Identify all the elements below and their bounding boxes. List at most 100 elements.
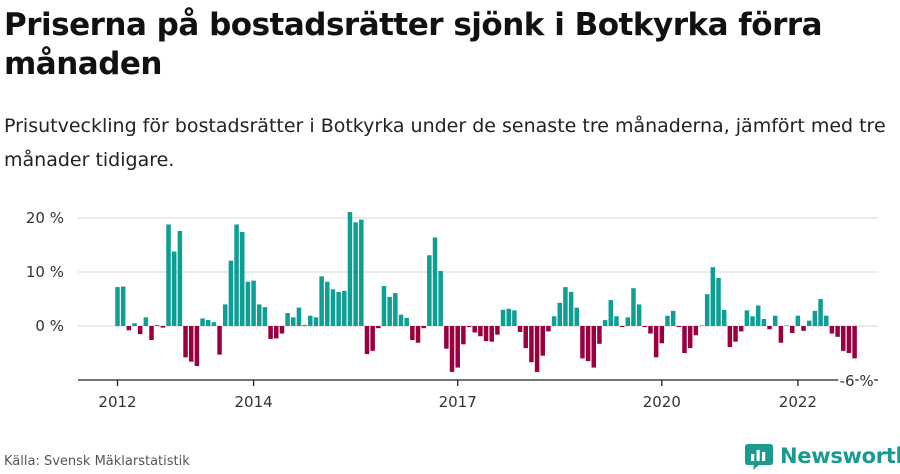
bar: [659, 326, 665, 344]
bar: [812, 310, 818, 326]
bar: [177, 230, 183, 326]
bar: [580, 326, 585, 359]
x-tick-label: 2017: [439, 393, 477, 411]
bar: [738, 326, 744, 332]
bar: [495, 326, 500, 335]
bar: [234, 224, 239, 326]
bar: [483, 326, 489, 342]
bar: [347, 212, 353, 326]
bar: [750, 316, 755, 326]
bar: [704, 294, 710, 326]
bar: [308, 315, 313, 326]
bar: [585, 326, 591, 362]
y-axis-labels: 20 % 10 % 0 %: [26, 209, 64, 335]
bar: [319, 276, 324, 326]
bar: [137, 326, 143, 335]
bars: [115, 212, 857, 372]
bar: [274, 326, 279, 339]
bar: [143, 317, 149, 326]
bar: [602, 320, 608, 326]
bar: [801, 326, 806, 331]
bar: [194, 326, 200, 366]
bar: [296, 307, 302, 326]
bar: [262, 307, 268, 326]
bar: [279, 326, 285, 334]
bar: [302, 324, 307, 326]
bar: [166, 224, 171, 326]
bar: [733, 326, 738, 342]
bar: [755, 305, 761, 326]
bar: [478, 326, 483, 337]
bar: [563, 287, 568, 326]
newsworthy-logo: Newsworthy: [744, 441, 900, 471]
bar: [205, 320, 211, 326]
bar: [398, 314, 404, 326]
bar: [171, 251, 177, 326]
bar: [461, 326, 466, 345]
bar: [126, 326, 132, 331]
bar: [245, 281, 251, 326]
bar: [818, 299, 823, 326]
x-tick-label: 2014: [234, 393, 272, 411]
bar: [852, 326, 857, 359]
bar: [291, 317, 296, 326]
y-tick-label: 10 %: [26, 263, 64, 281]
bar: [364, 326, 370, 355]
bar: [699, 325, 704, 327]
bar: [540, 326, 545, 356]
bar: [557, 302, 563, 326]
bar: [387, 296, 392, 326]
bar: [120, 286, 126, 326]
bar: [772, 315, 778, 326]
bar: [353, 222, 358, 326]
bar: [631, 288, 636, 326]
bar: [115, 287, 120, 326]
bar: [393, 293, 398, 326]
bar: [687, 326, 693, 349]
bar: [693, 326, 699, 336]
bar: [574, 307, 580, 326]
chart-title: Priserna på bostadsrätter sjönk i Botkyr…: [4, 7, 823, 82]
bar: [784, 325, 789, 327]
bar: [546, 326, 551, 332]
bar: [670, 310, 676, 326]
bar: [444, 326, 449, 349]
bar: [154, 324, 160, 326]
y-tick-label: 20 %: [26, 209, 64, 227]
bar: [761, 318, 767, 326]
bar: [534, 326, 540, 372]
bar: [676, 326, 682, 328]
bar: [228, 260, 234, 326]
bar: [648, 326, 653, 334]
bar: [806, 320, 812, 326]
x-tick-label: 2020: [643, 393, 681, 411]
bar: [767, 326, 772, 330]
bar: [846, 326, 852, 353]
last-value-label: -6 %: [840, 372, 874, 390]
bar: [517, 326, 523, 332]
bar: [222, 304, 228, 326]
bar: [625, 317, 631, 326]
x-axis: 2012 2014 2017 2020 2022: [78, 379, 878, 411]
bar: [427, 255, 432, 326]
bar: [410, 326, 415, 341]
bar: [381, 286, 387, 326]
bar: [200, 318, 205, 326]
bar: [404, 317, 409, 326]
bar: [466, 326, 472, 328]
bar: [268, 326, 273, 339]
bar: [716, 277, 721, 326]
bar: [619, 326, 625, 328]
bar: [432, 237, 438, 326]
source-note: Källa: Svensk Mäklarstatistik: [4, 454, 190, 469]
bar: [342, 290, 347, 326]
bar: [183, 326, 188, 358]
bar: [523, 326, 528, 349]
bar: [449, 326, 455, 372]
bar: [682, 326, 687, 353]
bar: [727, 326, 733, 348]
bar: [642, 326, 648, 328]
bar: [313, 317, 319, 326]
bar: [824, 315, 829, 326]
bar: [438, 270, 443, 326]
